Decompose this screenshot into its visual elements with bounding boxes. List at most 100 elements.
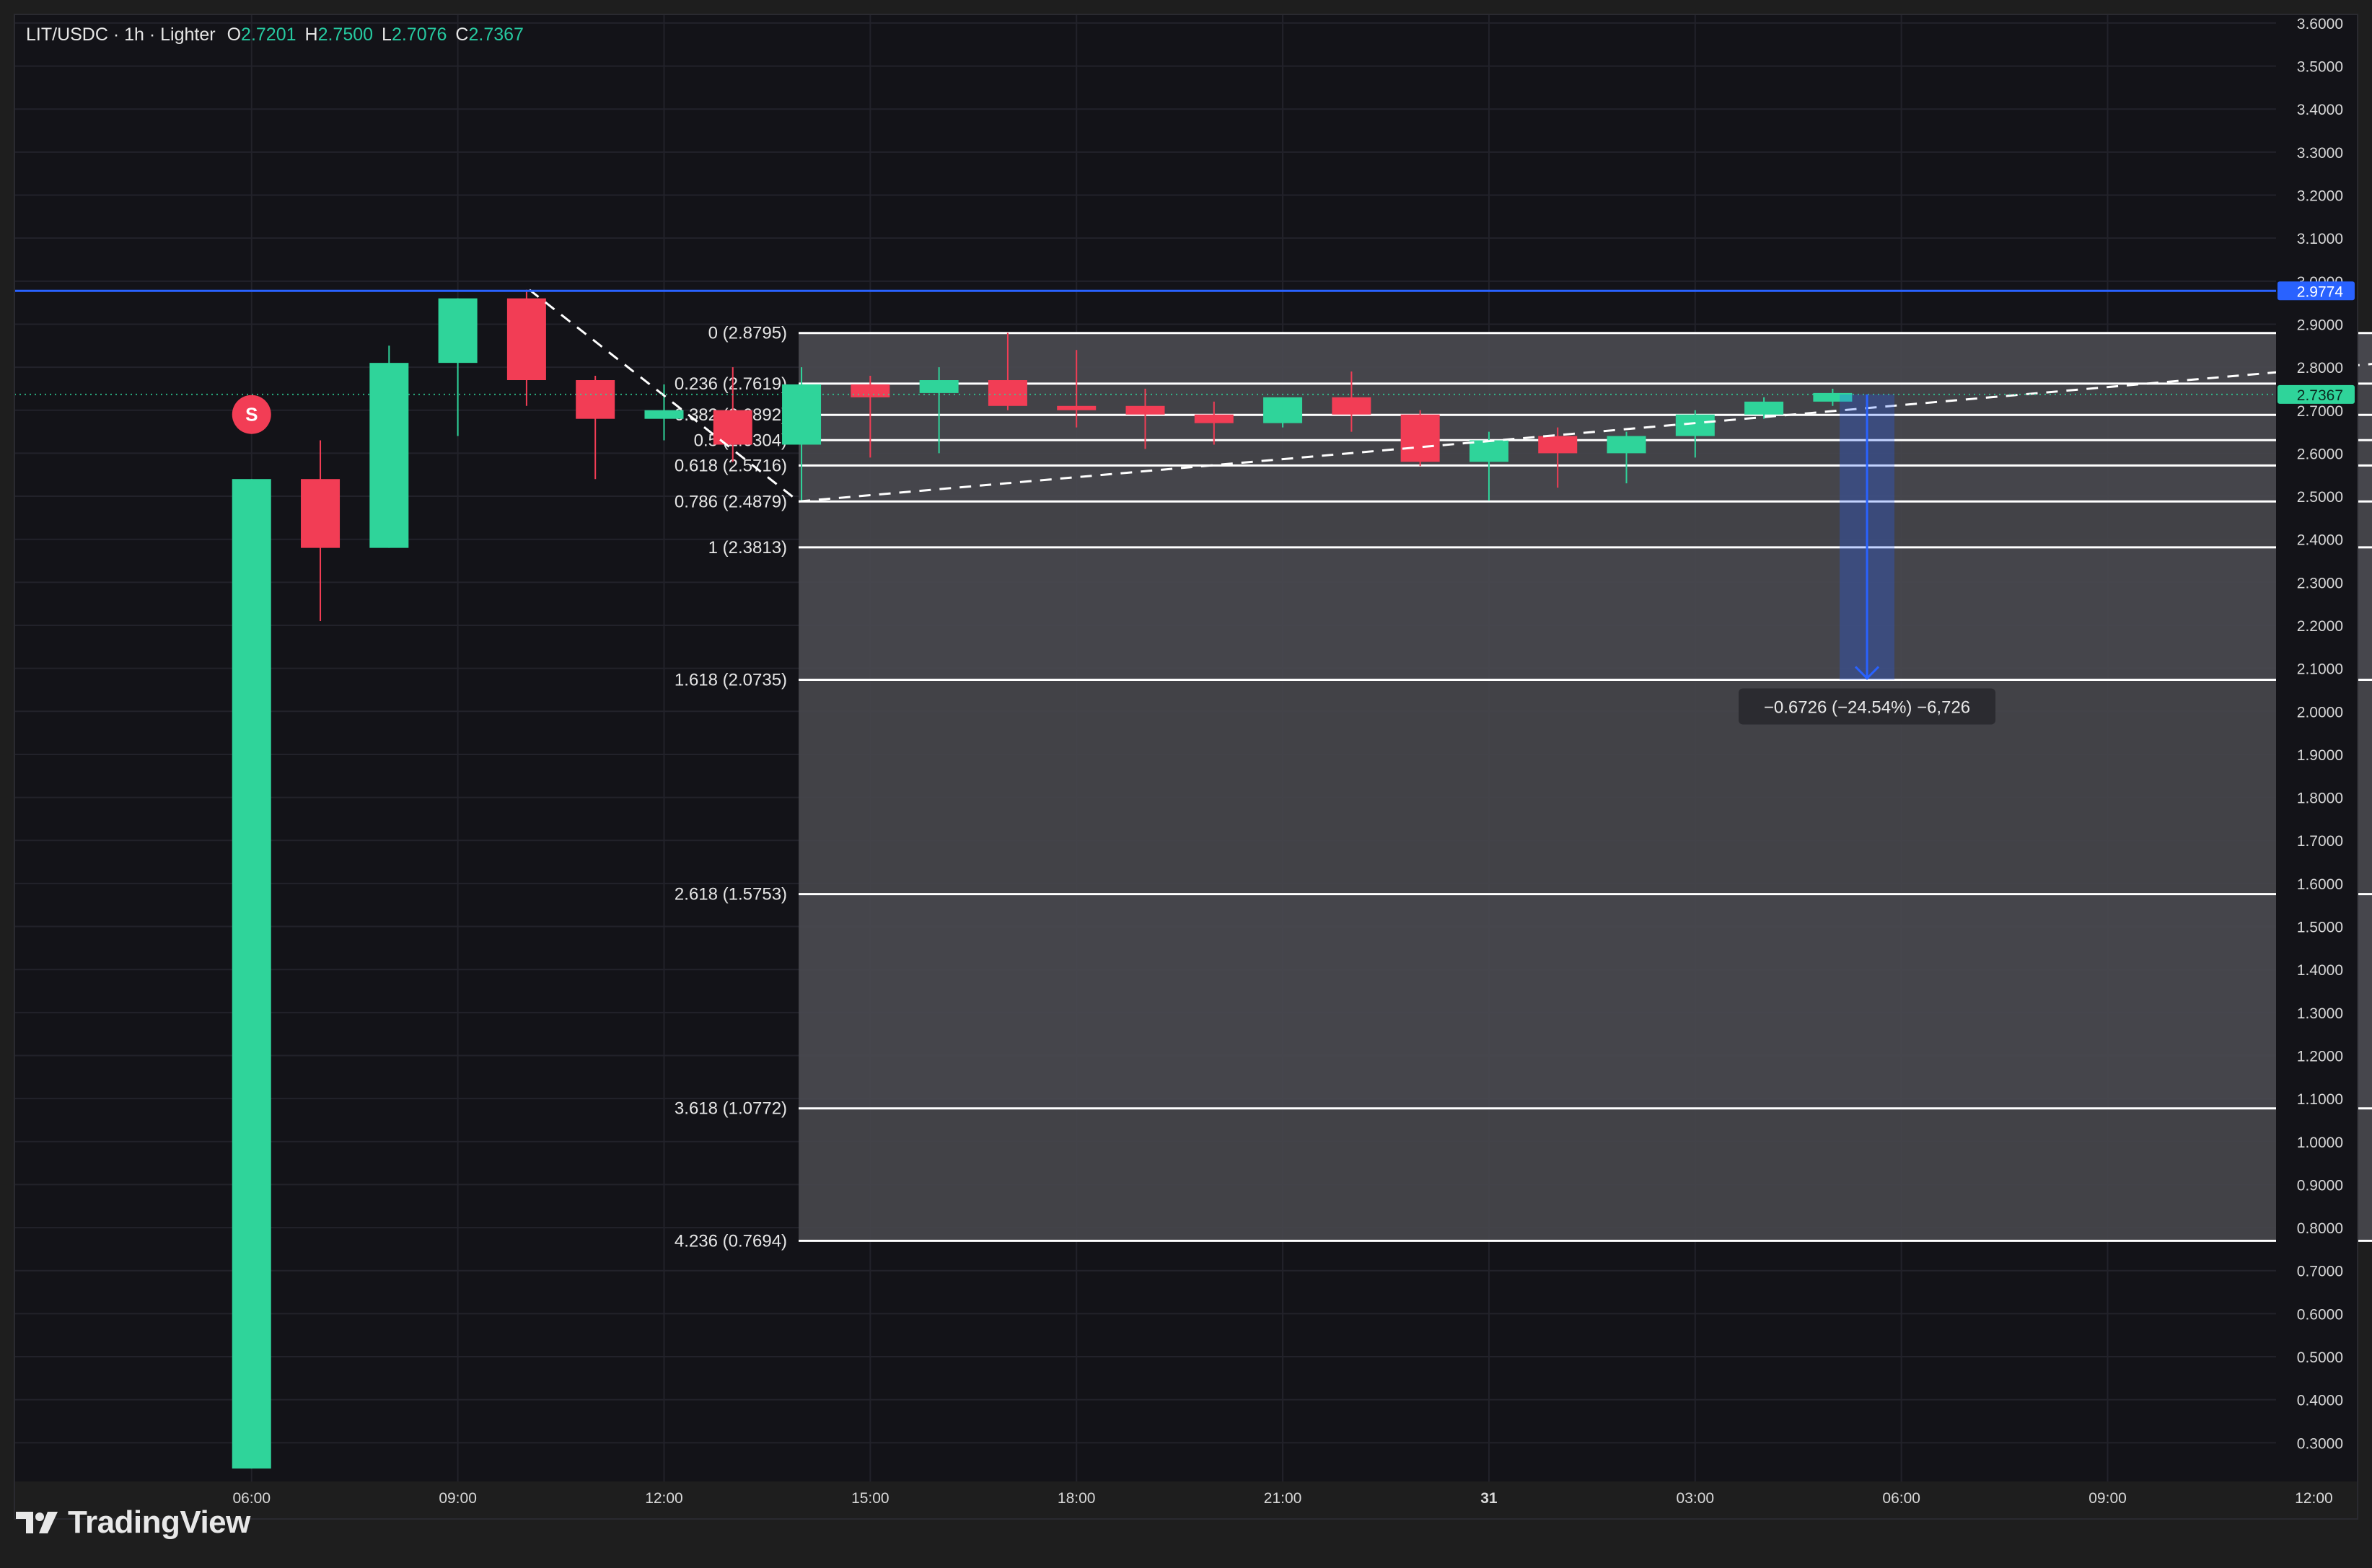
- candle: [1057, 350, 1097, 428]
- chart-frame: [14, 14, 2358, 1520]
- fib-zone: [799, 383, 2372, 415]
- fib-zone: [799, 679, 2372, 894]
- fib-zone: [799, 894, 2372, 1109]
- price-tick-label: 1.2000: [2297, 1048, 2343, 1065]
- fib-zone: [799, 465, 2372, 502]
- fib-zone: [799, 501, 2372, 547]
- candle: [1332, 371, 1371, 432]
- candle-body: [369, 363, 409, 548]
- time-tick-label: 18:00: [1058, 1490, 1096, 1507]
- time-tick-label: 06:00: [1882, 1490, 1920, 1507]
- price-tick-label: 2.7000: [2297, 403, 2343, 420]
- price-tick-label: 1.3000: [2297, 1005, 2343, 1022]
- price-tick-label: 3.2000: [2297, 188, 2343, 205]
- high-label: H: [304, 25, 318, 45]
- price-tick-label: 1.9000: [2297, 747, 2343, 764]
- candle: [1538, 427, 1578, 488]
- candle: [782, 367, 822, 501]
- symbol-title: LIT/USDC · 1h · Lighter: [26, 25, 216, 45]
- price-tick-label: 2.3000: [2297, 575, 2343, 591]
- price-tick-label: 2.5000: [2297, 489, 2343, 506]
- fib-level-label: 3.618 (1.0772): [675, 1099, 787, 1119]
- fib-level-label: 0 (2.8795): [708, 324, 787, 343]
- candle-body: [1469, 440, 1508, 462]
- candle: [438, 298, 478, 436]
- candle-body: [438, 298, 478, 364]
- time-tick-label: 09:00: [439, 1490, 477, 1507]
- price-tick-label: 1.7000: [2297, 833, 2343, 850]
- sell-marker-label: S: [245, 404, 258, 426]
- horizontal-line-badge: [2277, 281, 2355, 301]
- price-tick-label: 1.5000: [2297, 920, 2343, 936]
- trend-line: [528, 289, 799, 503]
- fib-level-label: 4.236 (0.7694): [675, 1231, 787, 1251]
- candle-body: [782, 384, 822, 445]
- price-axis: 0.3000 0.4000 0.5000 0.6000 0.7000 0.8000 0.90…: [2276, 14, 2358, 1481]
- price-tick-label: 0.7000: [2297, 1264, 2343, 1280]
- candle-body: [1400, 414, 1440, 462]
- fib-zone: [799, 440, 2372, 466]
- price-tick-label: 2.8000: [2297, 360, 2343, 376]
- sell-marker: S: [232, 395, 271, 434]
- fib-level-label: 0.618 (2.5716): [675, 456, 787, 475]
- time-tick-label: 09:00: [2088, 1490, 2127, 1507]
- price-tick-label: 0.8000: [2297, 1220, 2343, 1237]
- candle-body: [1675, 414, 1715, 436]
- measure-arrow-head: [1854, 666, 1880, 680]
- candle-body: [1744, 401, 1784, 415]
- candle-body: [988, 380, 1027, 406]
- price-tick-label: 3.5000: [2297, 59, 2343, 76]
- candle-body: [1057, 405, 1097, 410]
- fib-zone: [799, 332, 2372, 384]
- price-tick-label: 3.3000: [2297, 145, 2343, 162]
- open-label: O: [227, 25, 242, 45]
- fib-level-label: 0.236 (2.7619): [675, 374, 787, 394]
- chart-legend: LIT/USDC · 1h · Lighter O 2.7201 H 2.750…: [26, 25, 524, 45]
- candle-body: [506, 298, 546, 381]
- measure-label-box: [1739, 688, 1996, 725]
- tradingview-logo[interactable]: TradingView: [16, 1505, 250, 1541]
- time-tick-label: 06:00: [232, 1490, 271, 1507]
- time-tick-label: 03:00: [1677, 1490, 1715, 1507]
- close-label: C: [455, 25, 469, 45]
- price-tick-label: 2.0000: [2297, 704, 2343, 721]
- candle: [644, 384, 684, 441]
- candle-body: [713, 410, 752, 445]
- candle: [713, 367, 752, 462]
- candle: [1675, 410, 1715, 458]
- fib-retracement: 0 (2.8795)0.236 (2.7619)0.382 (2.6892)0.…: [675, 324, 2372, 1251]
- fib-level-label: 0.786 (2.4879): [675, 492, 787, 511]
- price-tick-label: 0.3000: [2297, 1435, 2343, 1452]
- price-tick-label: 1.0000: [2297, 1135, 2343, 1151]
- price-tick-label: 3.4000: [2297, 102, 2343, 118]
- price-tick-label: 2.2000: [2297, 618, 2343, 635]
- candle-body: [851, 384, 890, 397]
- price-tick-label: 0.9000: [2297, 1177, 2343, 1194]
- horizontal-line-price: 2.9774: [2297, 283, 2344, 300]
- time-tick-label: 31: [1480, 1490, 1498, 1507]
- candle-body: [919, 380, 959, 393]
- last-price-label: 2.7367: [2297, 387, 2343, 404]
- time-tick-label: 15:00: [851, 1490, 889, 1507]
- price-tick-label: 1.8000: [2297, 790, 2343, 807]
- candle: [576, 376, 615, 480]
- price-tick-label: 1.6000: [2297, 876, 2343, 893]
- candle-body: [1263, 397, 1303, 423]
- candle-body: [1194, 414, 1234, 423]
- candle-body: [1538, 436, 1578, 454]
- candle: [919, 367, 959, 454]
- fib-zone: [799, 415, 2372, 441]
- time-tick-label: 21:00: [1264, 1490, 1302, 1507]
- candle: [1607, 431, 1646, 484]
- candle: [851, 376, 890, 458]
- time-axis: 06:00 09:00 12:00 15:00 18:00 21:00 31 03:00 06:…: [232, 1490, 2332, 1507]
- fib-level-label: 1 (2.3813): [708, 538, 787, 558]
- close-value: 2.7367: [468, 25, 524, 45]
- candle-body: [1332, 397, 1371, 415]
- price-tick-label: 0.5000: [2297, 1349, 2343, 1366]
- candle: [301, 440, 341, 622]
- price-tick-label: 3.6000: [2297, 16, 2343, 32]
- high-value: 2.7500: [317, 25, 374, 45]
- low-label: L: [382, 25, 392, 45]
